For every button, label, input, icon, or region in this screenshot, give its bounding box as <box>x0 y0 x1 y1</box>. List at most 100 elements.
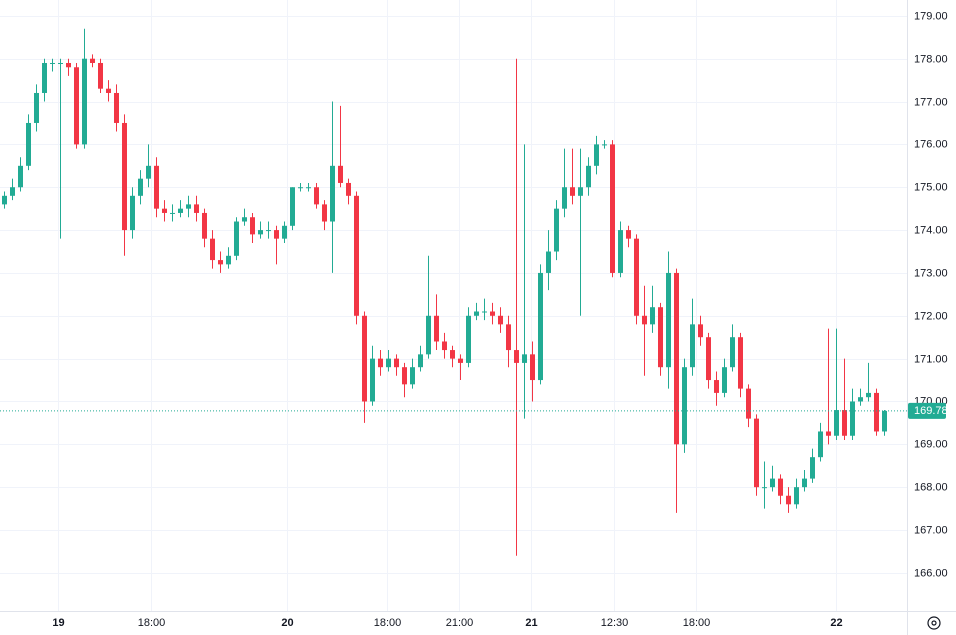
candle-body <box>858 397 863 402</box>
candle-body <box>514 350 519 363</box>
x-tick-label: 18:00 <box>138 617 166 629</box>
candle-body <box>42 62 47 93</box>
settings-icon-center[interactable] <box>931 620 937 626</box>
candle-body <box>738 337 743 389</box>
candle-body <box>130 195 135 231</box>
candle-body <box>522 354 527 363</box>
candle-body <box>74 67 79 145</box>
candle-body <box>554 208 559 252</box>
candle-body <box>258 230 263 235</box>
candle-body <box>794 487 799 505</box>
plot <box>0 0 907 611</box>
candle-body <box>234 221 239 256</box>
candle-body <box>418 354 423 368</box>
candle-body <box>538 272 543 381</box>
candle-body <box>194 204 199 213</box>
candle-body <box>370 358 375 402</box>
candle-body <box>322 204 327 222</box>
candle-body <box>706 337 711 381</box>
candle-body <box>690 324 695 368</box>
candle-body <box>682 367 687 445</box>
candle-body <box>18 165 23 188</box>
candle-body <box>466 315 471 363</box>
candle-body <box>770 478 775 488</box>
candle-body <box>714 380 719 393</box>
candle-body <box>610 144 615 273</box>
candle-body <box>330 165 335 222</box>
candle-body <box>546 251 551 273</box>
candle-body <box>34 92 39 123</box>
y-tick-label: 166.00 <box>914 567 948 579</box>
candle-body <box>106 88 111 93</box>
candle-body <box>730 337 735 368</box>
x-tick-label: 22 <box>830 617 842 629</box>
y-tick-label: 176.00 <box>914 138 948 150</box>
candle-body <box>378 358 383 368</box>
candle-body <box>146 165 151 179</box>
candle-body <box>434 315 439 342</box>
candle-body <box>666 272 671 368</box>
candle-body <box>722 367 727 393</box>
candle-body <box>658 307 663 368</box>
candle-body <box>402 367 407 385</box>
candle-body <box>578 187 583 196</box>
candle-body <box>346 182 351 196</box>
candle-body <box>850 401 855 436</box>
candle-body <box>834 410 839 436</box>
candle-body <box>82 58 87 145</box>
x-tick-label: 18:00 <box>683 617 711 629</box>
candle-body <box>498 315 503 325</box>
candle-body <box>866 392 871 398</box>
candle-body <box>778 478 783 496</box>
y-tick-label: 173.00 <box>914 267 948 279</box>
candle-body <box>210 238 215 261</box>
candle-body <box>882 410 887 432</box>
candle-body <box>282 225 287 239</box>
candle-body <box>474 311 479 316</box>
candle-body <box>602 144 607 146</box>
candle-body <box>162 208 167 213</box>
candle-body <box>114 92 119 123</box>
candle-body <box>314 187 319 205</box>
last-price-badge <box>908 402 946 419</box>
settings-button[interactable] <box>927 616 941 630</box>
y-tick-label: 175.00 <box>914 181 948 193</box>
candle-body <box>202 212 207 239</box>
candle-body <box>274 230 279 239</box>
candle-body <box>2 195 7 205</box>
y-tick-label: 171.00 <box>914 353 948 365</box>
settings-icon[interactable] <box>927 616 941 630</box>
candle-body <box>562 187 567 209</box>
y-tick-label: 174.00 <box>914 224 948 236</box>
candle-body <box>650 307 655 325</box>
candle-body <box>154 165 159 209</box>
candle-body <box>754 418 759 488</box>
candle-body <box>218 260 223 265</box>
y-tick-label: 179.00 <box>914 10 948 22</box>
candle-body <box>226 255 231 265</box>
candle-body <box>874 392 879 432</box>
y-tick-label: 168.00 <box>914 481 948 493</box>
candle-body <box>842 410 847 436</box>
candle-body <box>98 62 103 89</box>
x-tick-label: 19 <box>52 617 64 629</box>
candle-body <box>674 272 679 445</box>
candle-body <box>818 431 823 458</box>
last-price-label: 169.78 <box>914 405 948 417</box>
candle-body <box>594 144 599 166</box>
candle-body <box>442 341 447 351</box>
candle-body <box>786 495 791 505</box>
candle-body <box>170 212 175 214</box>
candle-body <box>186 204 191 209</box>
y-tick-label: 167.00 <box>914 524 948 536</box>
y-tick-label: 169.00 <box>914 438 948 450</box>
candle-body <box>122 122 127 231</box>
candle-body <box>410 367 415 385</box>
y-tick-label: 177.00 <box>914 96 948 108</box>
candle-body <box>50 62 55 64</box>
candle-body <box>626 230 631 239</box>
x-tick-label: 20 <box>281 617 293 629</box>
y-tick-label: 178.00 <box>914 53 948 65</box>
x-tick-label: 12:30 <box>601 617 629 629</box>
